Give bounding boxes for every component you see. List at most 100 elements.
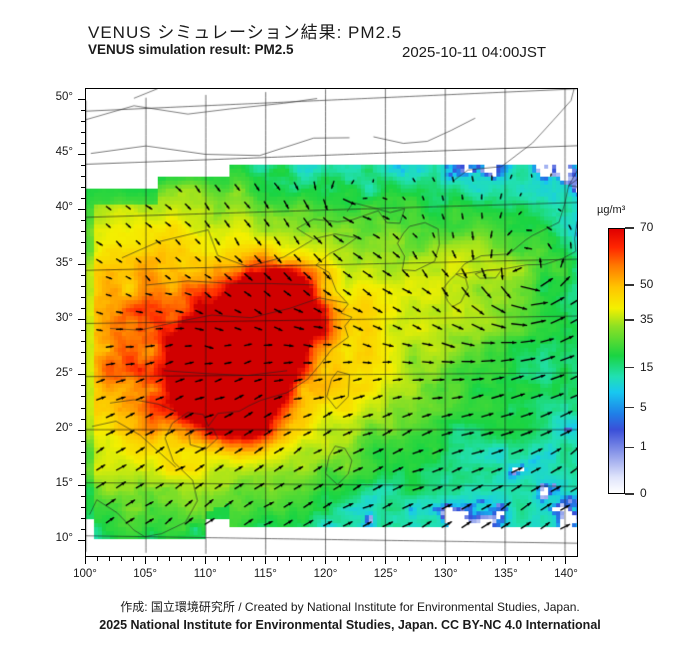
colorbar-unit-label: µg/m³ [597, 204, 626, 216]
y-tick-minor [81, 142, 85, 144]
x-axis-label: 105° [133, 568, 157, 580]
colorbar-tick [625, 318, 634, 321]
y-tick-minor [81, 407, 85, 409]
colorbar-tick [625, 366, 634, 369]
y-axis-label: 10° [55, 532, 73, 545]
x-tick-minor [397, 557, 399, 561]
y-axis-label: 25° [55, 366, 73, 379]
page-title-japanese: VENUS シミュレーション結果: PM2.5 [88, 23, 403, 42]
y-tick-major [78, 98, 85, 100]
x-tick-minor [481, 557, 483, 561]
y-tick-minor [81, 506, 85, 508]
x-tick-major [505, 557, 507, 564]
x-tick-minor [180, 557, 182, 561]
y-axis-label: 20° [55, 422, 73, 435]
y-tick-minor [81, 341, 85, 343]
y-tick-major [78, 484, 85, 486]
y-tick-minor [81, 175, 85, 177]
x-tick-minor [469, 557, 471, 561]
y-axis-label: 45° [55, 146, 73, 159]
y-tick-minor [81, 495, 85, 497]
y-tick-minor [81, 197, 85, 199]
x-tick-minor [168, 557, 170, 561]
y-tick-major [78, 264, 85, 266]
x-tick-minor [108, 557, 110, 561]
x-tick-minor [120, 557, 122, 561]
y-axis-label: 50° [55, 91, 73, 104]
x-tick-minor [349, 557, 351, 561]
timestamp-label: 2025-10-11 04:00JST [402, 44, 546, 61]
x-tick-minor [529, 557, 531, 561]
y-tick-minor [81, 186, 85, 188]
x-tick-minor [433, 557, 435, 561]
colorbar-tick [625, 406, 634, 409]
x-tick-minor [493, 557, 495, 561]
y-tick-minor [81, 396, 85, 398]
x-tick-minor [457, 557, 459, 561]
x-axis-label: 120° [313, 568, 338, 580]
colorbar-tick-label: 15 [640, 359, 654, 374]
y-tick-major [78, 153, 85, 155]
x-axis-label: 100° [73, 568, 97, 580]
x-axis-label: 130° [433, 568, 458, 580]
x-tick-minor [361, 557, 363, 561]
x-tick-minor [240, 557, 242, 561]
y-tick-minor [81, 330, 85, 332]
x-tick-major [84, 557, 86, 564]
y-tick-minor [81, 275, 85, 277]
y-tick-minor [81, 253, 85, 255]
colorbar-tick [625, 493, 634, 495]
y-tick-minor [81, 219, 85, 221]
x-tick-minor [373, 557, 375, 561]
x-tick-minor [517, 557, 519, 561]
x-axis-label: 125° [373, 568, 398, 580]
y-tick-major [78, 374, 85, 376]
colorbar-tick [625, 446, 634, 449]
colorbar-tick-label: 35 [640, 311, 654, 326]
y-tick-minor [81, 297, 85, 299]
x-tick-major [204, 557, 206, 564]
x-tick-minor [409, 557, 411, 561]
y-tick-minor [81, 164, 85, 166]
y-axis-label: 40° [55, 201, 73, 214]
map-plot-area[interactable] [85, 88, 578, 557]
x-tick-major [144, 557, 146, 564]
pm25-heatmap-canvas [86, 89, 577, 556]
x-tick-major [565, 557, 567, 564]
colorbar-tick [625, 227, 634, 229]
colorbar-gradient[interactable] [608, 228, 625, 494]
x-tick-minor [252, 557, 254, 561]
x-tick-major [264, 557, 266, 564]
y-tick-minor [81, 286, 85, 288]
colorbar-tick-label: 1 [640, 439, 647, 454]
y-tick-major [78, 208, 85, 210]
y-tick-minor [81, 385, 85, 387]
x-tick-minor [132, 557, 134, 561]
y-tick-major [78, 429, 85, 431]
x-tick-minor [312, 557, 314, 561]
x-tick-major [324, 557, 326, 564]
page-title-english: VENUS simulation result: PM2.5 [88, 42, 294, 57]
x-axis-label: 115° [253, 568, 277, 580]
x-tick-minor [541, 557, 543, 561]
x-tick-minor [228, 557, 230, 561]
y-tick-minor [81, 109, 85, 111]
y-tick-minor [81, 528, 85, 530]
x-tick-minor [192, 557, 194, 561]
x-tick-minor [421, 557, 423, 561]
y-tick-minor [81, 517, 85, 519]
credit-line-japanese: 作成: 国立環境研究所 / Created by National Instit… [120, 600, 580, 614]
x-tick-minor [216, 557, 218, 561]
y-axis-label: 30° [55, 311, 73, 324]
credit-line-license: 2025 National Institute for Environmenta… [99, 618, 601, 632]
x-tick-minor [156, 557, 158, 561]
colorbar-tick-label: 70 [640, 220, 654, 234]
y-tick-minor [81, 120, 85, 122]
x-axis-label: 140° [554, 568, 578, 580]
y-tick-minor [81, 363, 85, 365]
y-axis-label: 15° [55, 477, 73, 490]
y-tick-minor [81, 308, 85, 310]
y-tick-minor [81, 462, 85, 464]
y-tick-minor [81, 418, 85, 420]
y-tick-minor [81, 241, 85, 243]
